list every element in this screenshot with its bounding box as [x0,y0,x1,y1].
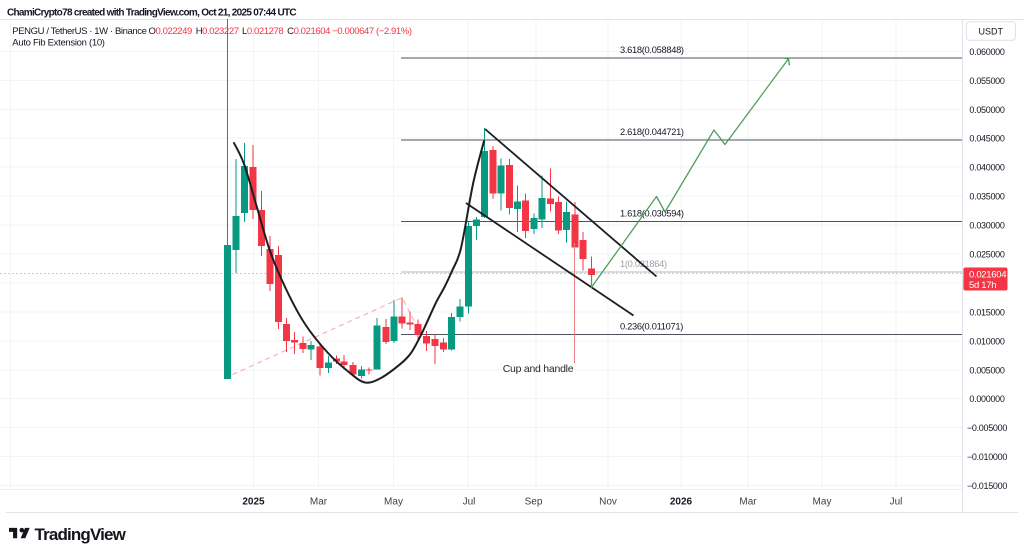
svg-text:Auto Fib Extension (10): Auto Fib Extension (10) [12,37,105,48]
svg-text:Mar: Mar [739,497,757,508]
svg-text:−0.005000: −0.005000 [967,423,1007,433]
svg-text:L0.021278: L0.021278 [242,26,283,37]
svg-text:0.236(0.011071): 0.236(0.011071) [620,321,683,331]
svg-text:3.618(0.058848): 3.618(0.058848) [620,45,684,55]
svg-text:USDT: USDT [979,27,1004,37]
svg-text:Sep: Sep [525,497,543,508]
svg-text:1(0.021864): 1(0.021864) [620,259,667,269]
svg-text:0.045000: 0.045000 [969,134,1004,144]
svg-text:0.021604: 0.021604 [969,269,1006,280]
svg-text:0.055000: 0.055000 [969,76,1004,86]
svg-text:H0.023227: H0.023227 [196,26,239,37]
svg-text:1.618(0.030594): 1.618(0.030594) [620,209,684,219]
svg-text:TradingView: TradingView [35,525,127,544]
svg-text:ChamiCrypto78 created with Tra: ChamiCrypto78 created with TradingView.c… [7,8,296,19]
svg-text:C0.021604: C0.021604 [287,26,330,37]
svg-text:0.000000: 0.000000 [969,394,1004,404]
svg-text:0.030000: 0.030000 [969,221,1004,231]
svg-text:0.025000: 0.025000 [969,250,1004,260]
svg-text:5d 17h: 5d 17h [969,280,996,291]
svg-text:0.050000: 0.050000 [969,105,1004,115]
svg-text:0.035000: 0.035000 [969,192,1004,202]
svg-text:0.015000: 0.015000 [969,307,1004,317]
svg-text:Cup and handle: Cup and handle [503,363,574,375]
svg-text:0.010000: 0.010000 [969,336,1004,346]
svg-text:2025: 2025 [242,497,265,508]
svg-text:Jul: Jul [463,497,476,508]
svg-text:Nov: Nov [599,497,617,508]
svg-text:−0.000647 (−2.91%): −0.000647 (−2.91%) [332,26,412,37]
svg-text:2.618(0.044721): 2.618(0.044721) [620,127,684,137]
svg-text:May: May [813,497,832,508]
svg-text:PENGU / TetherUS · 1W · Binanc: PENGU / TetherUS · 1W · Binance [12,26,146,37]
svg-text:0.040000: 0.040000 [969,163,1004,173]
svg-text:Jul: Jul [890,497,903,508]
svg-text:O0.022249: O0.022249 [149,26,193,37]
svg-text:−0.010000: −0.010000 [967,452,1007,462]
svg-text:2026: 2026 [670,497,693,508]
svg-text:−0.015000: −0.015000 [967,481,1007,491]
svg-text:0.060000: 0.060000 [969,47,1004,57]
svg-text:0.005000: 0.005000 [969,365,1004,375]
svg-text:May: May [384,497,403,508]
svg-text:Mar: Mar [310,497,328,508]
